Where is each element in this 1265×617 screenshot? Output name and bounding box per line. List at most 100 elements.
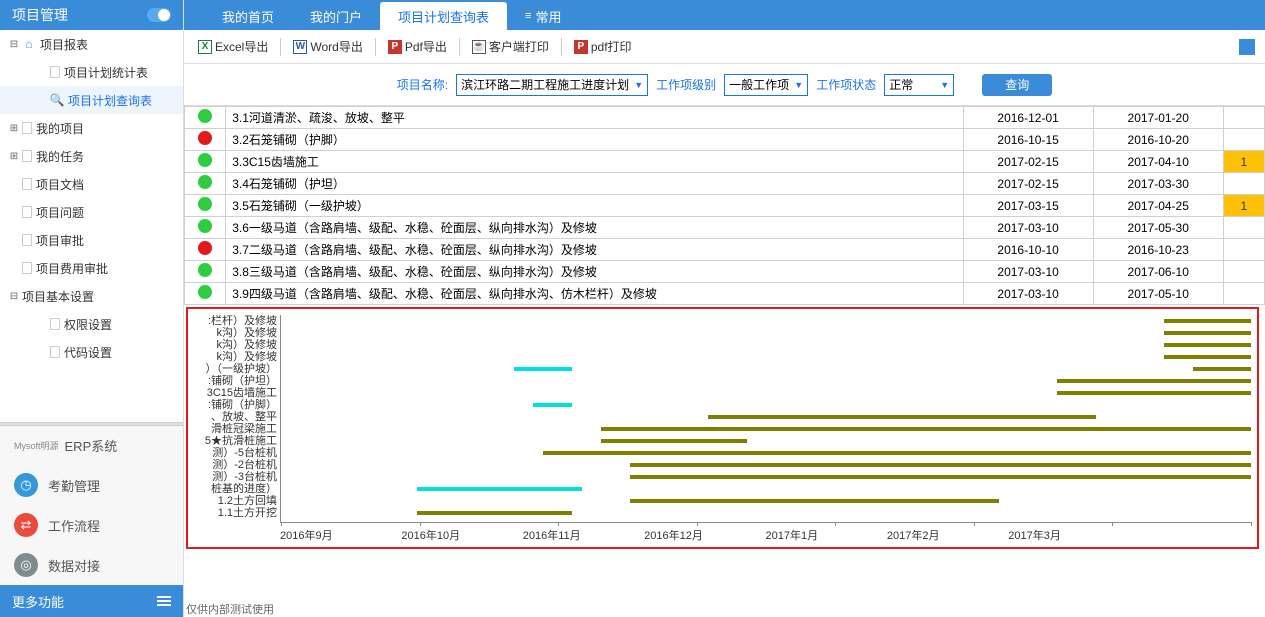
- status-cell: [185, 261, 226, 283]
- tree-item[interactable]: 项目费用审批: [0, 254, 183, 282]
- page-icon: [22, 234, 32, 246]
- flag-cell: [1223, 217, 1264, 239]
- status-cell: [185, 129, 226, 151]
- gantt-row-label: 测）-3台桩机: [188, 471, 280, 483]
- gantt-row-label: k沟）及修坡: [188, 351, 280, 363]
- flag-cell: [1223, 129, 1264, 151]
- gantt-row-label: :铺砌（护脚）: [188, 399, 280, 411]
- tree-item[interactable]: 权限设置: [0, 310, 183, 338]
- tree-item[interactable]: ⊟项目基本设置: [0, 282, 183, 310]
- filter-name-label: 项目名称:: [397, 76, 448, 93]
- export-button[interactable]: PPdf导出: [384, 36, 451, 57]
- expander-icon[interactable]: ⊟: [8, 291, 20, 302]
- name-cell: 3.6一级马道（含路肩墙、级配、水稳、砼面层、纵向排水沟）及修坡: [226, 217, 963, 239]
- tree-item[interactable]: ⊞我的项目: [0, 114, 183, 142]
- project-table: 3.1河道清淤、疏浚、放坡、整平2016-12-012017-01-203.2石…: [184, 106, 1265, 305]
- tree-item[interactable]: 项目问题: [0, 198, 183, 226]
- table-row[interactable]: 3.1河道清淤、疏浚、放坡、整平2016-12-012017-01-20: [185, 107, 1265, 129]
- table-row[interactable]: 3.2石笼铺砌（护脚）2016-10-152016-10-20: [185, 129, 1265, 151]
- flag-cell: [1223, 239, 1264, 261]
- export-label: Excel导出: [215, 38, 268, 55]
- export-button[interactable]: Ppdf打印: [570, 36, 636, 57]
- tab[interactable]: ≡常用: [507, 2, 579, 30]
- table-row[interactable]: 3.5石笼铺砌（一级护坡）2017-03-152017-04-251: [185, 195, 1265, 217]
- sidebar-section[interactable]: ⇄工作流程: [0, 505, 183, 545]
- tab[interactable]: 我的首页: [204, 2, 292, 30]
- home-icon: ⌂: [22, 37, 36, 51]
- tree-item[interactable]: ⊞我的任务: [0, 142, 183, 170]
- gantt-bar: [1164, 343, 1251, 347]
- filter-status-select[interactable]: 正常: [884, 74, 954, 96]
- export-button[interactable]: ☕客户端打印: [468, 36, 553, 57]
- tab[interactable]: 项目计划查询表: [380, 2, 507, 30]
- toolbar-right-icon[interactable]: [1239, 39, 1255, 55]
- section-icon: ⇄: [14, 513, 38, 537]
- status-cell: [185, 217, 226, 239]
- expander-icon[interactable]: ⊞: [8, 151, 20, 162]
- sidebar-section[interactable]: ◷考勤管理: [0, 465, 183, 505]
- expander-icon[interactable]: ⊞: [8, 123, 20, 134]
- pdf-icon: P: [574, 40, 588, 54]
- sidebar: 项目管理 ⊟⌂项目报表项目计划统计表🔍项目计划查询表⊞我的项目⊞我的任务项目文档…: [0, 0, 184, 617]
- sidebar-tree: ⊟⌂项目报表项目计划统计表🔍项目计划查询表⊞我的项目⊞我的任务项目文档项目问题项…: [0, 30, 183, 422]
- gantt-row-label: 桩基的进度）: [188, 483, 280, 495]
- gantt-bar: [417, 487, 582, 491]
- start-date-cell: 2017-03-10: [963, 283, 1093, 305]
- erp-section[interactable]: Mysoft明源 ERP系统: [0, 426, 183, 465]
- gantt-axis: 2016年9月2016年10月2016年11月2016年12月2017年1月20…: [280, 527, 1251, 543]
- export-button[interactable]: WWord导出: [289, 36, 366, 57]
- print-icon: ☕: [472, 40, 486, 54]
- toolbar-divider: [561, 38, 562, 56]
- name-cell: 3.4石笼铺砌（护坦）: [226, 173, 963, 195]
- tab[interactable]: 我的门户: [292, 2, 380, 30]
- tree-label: 项目问题: [36, 204, 84, 221]
- gantt-chart: :栏杆）及修坡k沟）及修坡k沟）及修坡k沟）及修坡）（一级护坡）:铺砌（护坦）3…: [186, 307, 1259, 549]
- gantt-axis-label: 2016年12月: [644, 527, 765, 543]
- gantt-row-label: 测）-5台桩机: [188, 447, 280, 459]
- table-row[interactable]: 3.9四级马道（含路肩墙、级配、水稳、砼面层、纵向排水沟、仿木栏杆）及修坡201…: [185, 283, 1265, 305]
- gantt-axis-label: 2016年10月: [401, 527, 522, 543]
- table-area: 3.1河道清淤、疏浚、放坡、整平2016-12-012017-01-203.2石…: [184, 106, 1265, 305]
- section-icon: ◷: [14, 473, 38, 497]
- status-cell: [185, 151, 226, 173]
- filter-name-select[interactable]: 滨江环路二期工程施工进度计划: [456, 74, 648, 96]
- table-row[interactable]: 3.3C15齿墙施工2017-02-152017-04-101: [185, 151, 1265, 173]
- sidebar-footer[interactable]: 更多功能: [0, 585, 183, 617]
- end-date-cell: 2017-05-10: [1093, 283, 1223, 305]
- export-label: pdf打印: [591, 38, 632, 55]
- gantt-bar: [630, 499, 999, 503]
- export-button[interactable]: XExcel导出: [194, 36, 272, 57]
- tab-label: 项目计划查询表: [398, 7, 489, 26]
- gantt-bar: [1164, 355, 1251, 359]
- sidebar-section[interactable]: ◎数据对接: [0, 545, 183, 585]
- name-cell: 3.1河道清淤、疏浚、放坡、整平: [226, 107, 963, 129]
- table-row[interactable]: 3.4石笼铺砌（护坦）2017-02-152017-03-30: [185, 173, 1265, 195]
- gantt-row-label: 1.1土方开挖: [188, 507, 280, 519]
- query-button[interactable]: 查询: [982, 74, 1052, 96]
- filter-level-select[interactable]: 一般工作项: [724, 74, 808, 96]
- status-dot-icon: [198, 219, 212, 233]
- status-cell: [185, 239, 226, 261]
- page-icon: [22, 262, 32, 274]
- gantt-axis-label: 2017年2月: [887, 527, 1008, 543]
- gantt-axis-label: 2016年11月: [523, 527, 644, 543]
- page-icon: [50, 318, 60, 330]
- sidebar-toggle[interactable]: [147, 8, 171, 22]
- tree-item[interactable]: 🔍项目计划查询表: [0, 86, 183, 114]
- toolbar: XExcel导出 WWord导出 PPdf导出 ☕客户端打印 Ppdf打印: [184, 30, 1265, 64]
- status-cell: [185, 173, 226, 195]
- tree-item[interactable]: 项目计划统计表: [0, 58, 183, 86]
- start-date-cell: 2016-10-15: [963, 129, 1093, 151]
- flag-cell: [1223, 283, 1264, 305]
- table-row[interactable]: 3.6一级马道（含路肩墙、级配、水稳、砼面层、纵向排水沟）及修坡2017-03-…: [185, 217, 1265, 239]
- tree-item[interactable]: 项目文档: [0, 170, 183, 198]
- tree-item[interactable]: 项目审批: [0, 226, 183, 254]
- erp-label: ERP系统: [65, 436, 118, 455]
- export-label: Word导出: [310, 38, 362, 55]
- table-row[interactable]: 3.7二级马道（含路肩墙、级配、水稳、砼面层、纵向排水沟）及修坡2016-10-…: [185, 239, 1265, 261]
- table-row[interactable]: 3.8三级马道（含路肩墙、级配、水稳、砼面层、纵向排水沟）及修坡2017-03-…: [185, 261, 1265, 283]
- tree-item[interactable]: 代码设置: [0, 338, 183, 366]
- expander-icon[interactable]: ⊟: [8, 39, 20, 50]
- tree-label: 项目报表: [40, 36, 88, 53]
- tree-item[interactable]: ⊟⌂ 项目报表: [0, 30, 183, 58]
